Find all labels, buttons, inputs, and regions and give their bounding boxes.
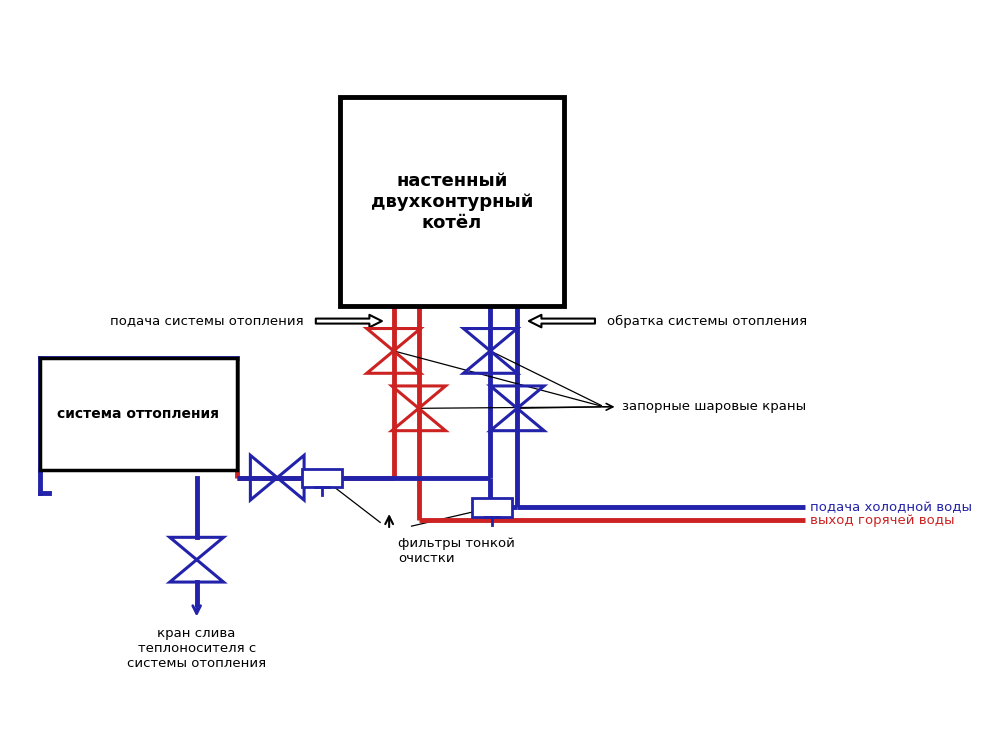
Text: запорные шаровые краны: запорные шаровые краны bbox=[622, 400, 806, 413]
Text: система оттопления: система оттопления bbox=[57, 407, 220, 421]
Text: выход горячей воды: выход горячей воды bbox=[810, 513, 954, 526]
FancyBboxPatch shape bbox=[40, 358, 237, 470]
Text: настенный
двухконтурный
котёл: настенный двухконтурный котёл bbox=[371, 172, 533, 231]
Text: кран слива
теплоносителя с
системы отопления: кран слива теплоносителя с системы отопл… bbox=[128, 627, 266, 670]
Text: подача холодной воды: подача холодной воды bbox=[810, 501, 972, 514]
Bar bbox=[303, 469, 342, 486]
Text: подача системы отопления: подача системы отопления bbox=[111, 314, 304, 327]
Text: обратка системы отопления: обратка системы отопления bbox=[606, 314, 807, 328]
Text: фильтры тонкой
очистки: фильтры тонкой очистки bbox=[399, 538, 515, 566]
Bar bbox=[473, 498, 512, 516]
FancyBboxPatch shape bbox=[340, 97, 564, 306]
